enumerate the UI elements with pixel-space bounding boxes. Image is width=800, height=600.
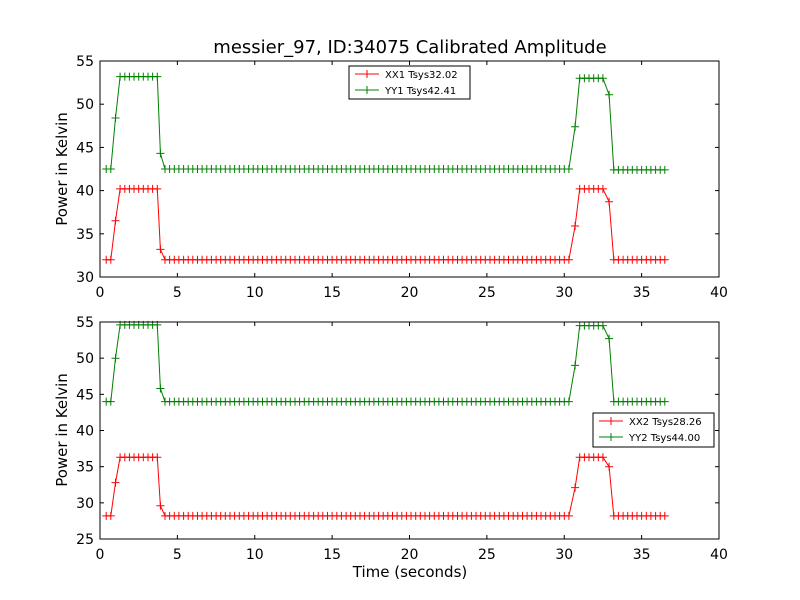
y-tick-label-bottom-5: 50	[76, 351, 94, 367]
data-point-bottom-0-100	[564, 511, 573, 520]
x-tick-label-top-3: 15	[323, 285, 341, 301]
y-tick-label-bottom-6: 55	[76, 315, 94, 331]
data-point-top-1-120	[660, 165, 669, 174]
plot-bottom-ylabel: Power in Kelvin	[53, 373, 71, 487]
plot-bottom-legend-box	[592, 412, 715, 448]
legend-top-yy1-label: YY1 Tsys42.41	[384, 86, 456, 97]
data-point-top-0-120	[660, 255, 669, 264]
data-point-top-0-1	[106, 255, 115, 264]
y-tick-label-top-0: 30	[76, 270, 94, 286]
data-point-bottom-0-12	[156, 501, 165, 510]
data-point-bottom-1-2	[111, 354, 120, 363]
data-point-bottom-0-1	[106, 511, 115, 520]
x-tick-label-bottom-1: 5	[173, 547, 182, 563]
plot-bottom-series	[102, 320, 669, 520]
data-point-top-0-100	[564, 255, 573, 264]
plot-top-ticks: 0 5 10 15 20 25 30 35 40 30 35 40 45 50 55	[76, 54, 728, 301]
data-point-top-0-12	[156, 245, 165, 254]
x-axis-label: Time (seconds)	[352, 563, 468, 581]
data-point-bottom-1-1	[106, 397, 115, 406]
x-tick-label-bottom-0: 0	[96, 547, 105, 563]
plot-top: 0 5 10 15 20 25 30 35 40 30 35 40 45 50 55 Power in Ke…	[53, 54, 728, 301]
data-point-top-1-2	[111, 114, 120, 122]
x-tick-label-bottom-4: 20	[401, 547, 419, 563]
data-point-bottom-1-100	[564, 397, 573, 406]
data-point-top-0-107	[598, 184, 607, 193]
x-tick-label-bottom-6: 30	[555, 547, 573, 563]
y-tick-label-bottom-3: 40	[76, 424, 94, 440]
x-tick-label-bottom-7: 35	[633, 547, 651, 563]
x-tick-label-top-5: 25	[478, 285, 496, 301]
data-point-bottom-0-120	[660, 511, 669, 520]
x-tick-label-top-8: 40	[710, 285, 728, 301]
data-point-bottom-1-101	[571, 361, 580, 370]
x-tick-label-top-6: 30	[555, 285, 573, 301]
data-point-top-1-11	[153, 72, 162, 81]
data-point-top-1-108	[605, 90, 614, 99]
y-tick-label-top-2: 40	[76, 184, 94, 200]
data-point-top-1-101	[571, 122, 580, 131]
data-point-bottom-0-108	[605, 462, 614, 471]
y-tick-label-bottom-1: 30	[76, 496, 94, 512]
data-point-bottom-0-11	[153, 453, 162, 462]
legend-bottom-xx2-label: XX2 Tsys28.26	[629, 417, 702, 428]
y-tick-label-bottom-0: 25	[76, 532, 94, 548]
x-tick-label-top-1: 5	[173, 285, 182, 301]
y-tick-label-top-1: 35	[76, 227, 94, 243]
legend-bottom-yy2-label: YY2 Tsys44.00	[628, 433, 700, 444]
y-tick-label-bottom-4: 45	[76, 387, 94, 403]
y-tick-label-top-4: 50	[76, 97, 94, 113]
data-point-top-0-2	[111, 216, 120, 225]
x-tick-label-bottom-2: 10	[246, 547, 264, 563]
x-tick-label-bottom-5: 25	[478, 547, 496, 563]
data-point-bottom-1-12	[156, 384, 165, 393]
x-tick-label-top-2: 10	[246, 285, 264, 301]
data-point-top-1-12	[156, 149, 165, 158]
x-tick-label-top-4: 20	[401, 285, 419, 301]
plot-bottom-ticks: 0 5 10 15 20 25 30 35 40 25 30 35 40 45 50 55	[76, 315, 728, 563]
plot-top-series	[102, 72, 669, 264]
y-tick-label-top-3: 45	[76, 140, 94, 156]
plot-bottom: 0 5 10 15 20 25 30 35 40 25 30 35 40 45 50 55 Power in …	[53, 315, 728, 563]
x-tick-label-bottom-8: 40	[710, 547, 728, 563]
y-tick-label-top-5: 55	[76, 54, 94, 70]
data-point-top-1-100	[564, 165, 573, 173]
legend-top-xx1-label: XX1 Tsys32.02	[385, 70, 458, 81]
figure-title: messier_97, ID:34075 Calibrated Amplitud…	[213, 37, 606, 58]
data-point-bottom-0-101	[571, 483, 580, 492]
plot-top-legend: XX1 Tsys32.02 YY1 Tsys42.41	[348, 65, 471, 100]
data-point-bottom-1-120	[660, 397, 669, 406]
data-point-top-0-108	[605, 197, 614, 206]
data-point-bottom-0-107	[598, 453, 607, 462]
y-tick-label-bottom-2: 35	[76, 460, 94, 476]
x-tick-label-bottom-3: 15	[323, 547, 341, 563]
data-point-top-1-1	[106, 165, 115, 173]
plot-bottom-legend: XX2 Tsys28.26 YY2 Tsys44.00	[592, 412, 715, 448]
data-point-bottom-1-107	[598, 321, 607, 330]
data-point-top-1-107	[598, 74, 607, 83]
data-point-bottom-1-108	[605, 334, 614, 343]
plot-top-legend-box	[348, 65, 471, 100]
x-tick-label-top-7: 35	[633, 285, 651, 301]
x-tick-label-top-0: 0	[96, 285, 105, 301]
data-point-bottom-0-2	[111, 478, 120, 487]
plot-top-ylabel: Power in Kelvin	[53, 112, 71, 226]
data-point-top-0-101	[571, 222, 580, 230]
data-point-top-0-11	[153, 184, 162, 193]
